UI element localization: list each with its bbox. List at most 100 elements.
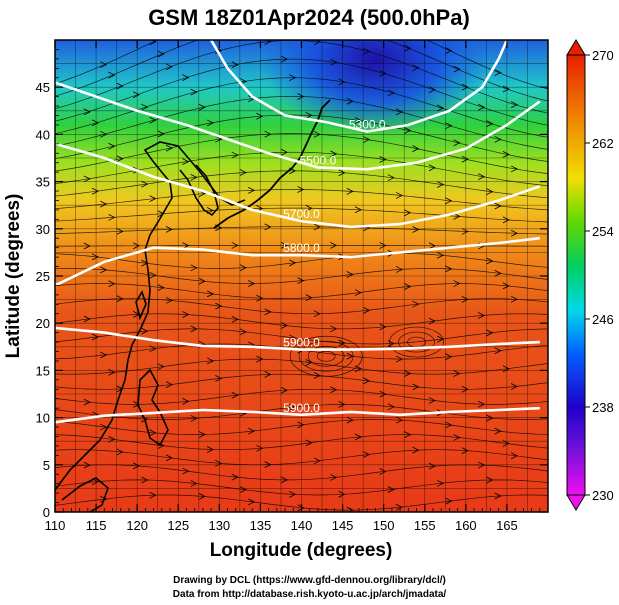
streamline-arrow <box>379 468 387 475</box>
streamline-arrow <box>157 442 165 449</box>
streamline <box>55 328 548 345</box>
height-contours: 5300.0 5500.0 5700.0 5800.0 5900.0 5900.0 <box>55 40 541 424</box>
streamline-arrow <box>264 223 272 231</box>
streamline-arrow <box>305 204 313 212</box>
streamline-arrow <box>445 122 453 130</box>
streamline-arrow <box>248 186 256 194</box>
colorbar-tick-label: 254 <box>592 224 614 239</box>
streamline-arrow <box>478 461 486 469</box>
streamline-arrow <box>231 473 239 481</box>
contour-line <box>55 406 540 424</box>
streamline <box>55 449 548 466</box>
streamline-arrow <box>141 327 149 335</box>
streamline-arrow <box>239 169 247 176</box>
streamline-arrow <box>108 435 116 443</box>
streamline-arrow <box>502 365 510 373</box>
y-tick-label: 5 <box>43 458 50 473</box>
streamline <box>55 419 548 435</box>
streamline-arrow <box>379 323 387 331</box>
anticyclone-swirl <box>289 335 363 377</box>
streamline-arrow <box>305 111 313 119</box>
colorbar-top-arrow <box>566 39 586 56</box>
streamline-arrow <box>141 180 149 188</box>
streamline-arrow <box>280 148 288 156</box>
streamline-arrow <box>132 91 141 99</box>
streamline-arrow <box>83 315 91 323</box>
streamline-arrow <box>91 119 99 127</box>
streamline-arrow <box>338 78 346 86</box>
x-tick-label: 110 <box>45 518 66 533</box>
streamline-arrow <box>461 228 469 235</box>
streamline-arrow <box>387 89 395 97</box>
streamline-arrow <box>404 370 412 377</box>
streamline-arrow <box>510 452 519 460</box>
colorbar: 230 238 246 254 262 270 <box>566 39 614 511</box>
colorbar-bottom-arrow <box>566 494 586 511</box>
streamline-arrow <box>132 242 141 250</box>
streamline-arrow <box>91 333 99 341</box>
streamline-arrow <box>445 421 453 429</box>
anticyclone-swirl <box>307 345 345 367</box>
streamline-arrow <box>248 280 256 287</box>
streamline-arrow <box>338 169 346 177</box>
streamline <box>55 283 548 299</box>
streamline-arrow <box>461 447 469 455</box>
streamline-arrow <box>313 130 321 138</box>
streamline-arrow <box>108 280 116 288</box>
streamline-arrow <box>182 311 190 318</box>
streamline-arrow <box>190 264 198 272</box>
streamline <box>55 207 548 223</box>
contour-label: 5500.0 <box>300 153 337 167</box>
streamline-arrow <box>264 461 272 468</box>
streamline-arrow <box>486 120 494 127</box>
y-tick-label: 0 <box>43 505 50 520</box>
streamline-arrow <box>453 213 461 220</box>
streamline-arrow <box>478 400 486 408</box>
streamline-arrow <box>83 108 91 116</box>
streamline-arrow <box>297 93 305 100</box>
x-tick-label: 165 <box>496 518 518 533</box>
anticyclone-swirl <box>298 340 354 372</box>
anticyclone-swirl <box>389 326 444 358</box>
streamline-arrow <box>165 144 173 152</box>
contour-label: 5800.0 <box>283 241 320 255</box>
streamline-arrow <box>280 241 288 249</box>
coastline-borneo <box>61 477 109 512</box>
streamline-arrow <box>346 188 354 195</box>
streamline-arrow <box>428 164 436 172</box>
streamline-arrow <box>502 85 510 93</box>
streamline-arrow <box>83 242 91 250</box>
streamline-arrow <box>461 155 469 163</box>
streamline-arrow <box>494 347 502 355</box>
streamline-arrow <box>363 377 371 385</box>
streamline <box>55 58 548 126</box>
streamline-arrow <box>182 467 190 475</box>
streamline-arrow <box>190 88 198 96</box>
anticyclone-swirl <box>398 331 435 353</box>
contour-line <box>55 326 540 351</box>
streamline-arrow <box>395 266 403 273</box>
streamline-arrow <box>116 155 124 163</box>
streamline-arrow <box>395 355 403 363</box>
streamline-arrow <box>445 497 453 505</box>
contour-label: 5900.0 <box>283 401 320 415</box>
streamline-arrow <box>198 277 206 285</box>
streamline-arrow <box>190 174 198 181</box>
streamline-arrow <box>206 119 215 127</box>
streamline-arrow <box>428 242 436 250</box>
coastline-taiwan <box>135 290 147 321</box>
streamline-arrow <box>264 308 272 316</box>
streamline-arrow <box>264 130 272 138</box>
credit-line-1: Drawing by DCL (https://www.gfd-dennou.o… <box>173 575 446 586</box>
streamline-arrow <box>313 223 321 231</box>
colorbar-ticks: 230 238 246 254 262 270 <box>585 48 614 503</box>
anticyclone-swirl <box>316 350 336 362</box>
streamline <box>55 170 548 199</box>
streamline-arrow <box>313 40 321 46</box>
x-tick-label: 155 <box>414 518 436 533</box>
streamline-arrow <box>453 280 461 287</box>
streamline <box>55 114 548 162</box>
streamline-arrow <box>108 71 116 79</box>
streamline-arrow <box>346 506 354 512</box>
